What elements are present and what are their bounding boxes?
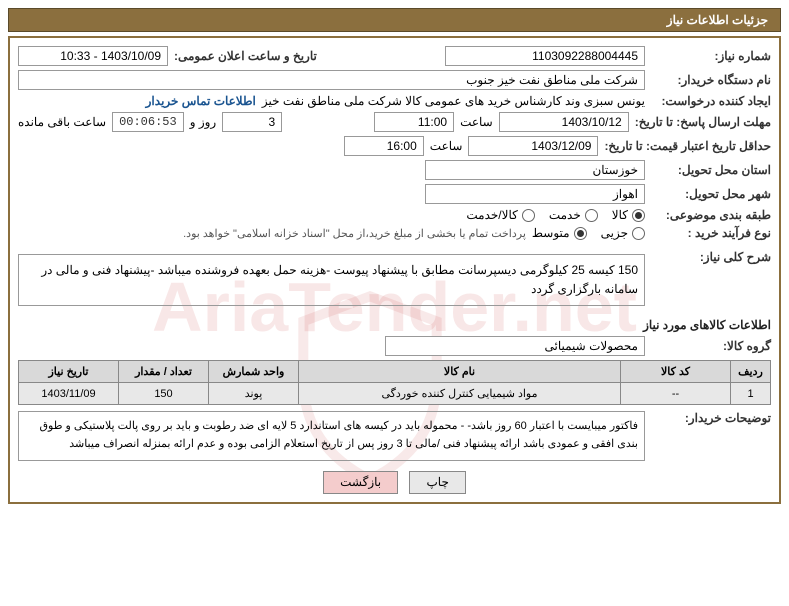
process-note: پرداخت تمام یا بخشی از مبلغ خرید،از محل … [183,227,526,240]
need-number-label: شماره نیاز: [651,49,771,63]
process-radio-minor[interactable] [632,227,645,240]
buyer-org-value: شرکت ملی مناطق نفت خیز جنوب [18,70,645,90]
goods-table: ردیف کد کالا نام کالا واحد شمارش تعداد /… [18,360,771,405]
validity-deadline-time: 16:00 [344,136,424,156]
buyer-notes-text: فاکتور میبایست با اعتبار 60 روز باشد- - … [18,411,645,460]
category-opt-2: کالا/خدمت [466,208,517,222]
requester-value: یونس سبزی وند کارشناس خرید های عمومی کال… [262,94,645,108]
process-type-radio-group: جزیی متوسط [532,226,645,240]
announce-dt-label: تاریخ و ساعت اعلان عمومی: [174,49,317,63]
category-radio-group: کالا خدمت کالا/خدمت [466,208,645,222]
goods-group-label: گروه کالا: [651,339,771,353]
response-days: 3 [222,112,282,132]
td-qty: 150 [119,383,209,405]
buyer-org-label: نام دستگاه خریدار: [651,73,771,87]
category-radio-goods[interactable] [632,209,645,222]
validity-time-label: ساعت [430,139,463,153]
validity-deadline-label: حداقل تاریخ اعتبار قیمت: تا تاریخ: [604,139,771,153]
table-row: 1 -- مواد شیمیایی کنترل کننده خوردگی پون… [19,383,771,405]
category-opt-0: کالا [612,208,628,222]
th-date: تاریخ نیاز [19,361,119,383]
process-opt-1: متوسط [532,226,570,240]
delivery-city-value: اهواز [425,184,645,204]
print-button[interactable]: چاپ [409,471,465,494]
td-code: -- [621,383,731,405]
overall-desc-label: شرح کلی نیاز: [651,250,771,264]
response-counter: 00:06:53 [112,112,184,132]
goods-group-value: محصولات شیمیائی [385,336,645,356]
th-name: نام کالا [299,361,621,383]
response-time-label: ساعت [460,115,493,129]
category-radio-both[interactable] [522,209,535,222]
response-deadline-label: مهلت ارسال پاسخ: تا تاریخ: [635,115,771,129]
goods-section-title: اطلاعات کالاهای مورد نیاز [18,318,771,332]
page-header: جزئیات اطلاعات نیاز [8,8,781,32]
button-row: چاپ بازگشت [18,471,771,494]
table-header-row: ردیف کد کالا نام کالا واحد شمارش تعداد /… [19,361,771,383]
buyer-notes-label: توضیحات خریدار: [651,411,771,425]
th-unit: واحد شمارش [209,361,299,383]
requester-label: ایجاد کننده درخواست: [651,94,771,108]
form-frame: شماره نیاز: 1103092288004445 تاریخ و ساع… [8,36,781,504]
response-remaining-label: ساعت باقی مانده [18,115,106,129]
buyer-contact-link[interactable]: اطلاعات تماس خریدار [146,94,256,108]
back-button[interactable]: بازگشت [323,471,398,494]
response-deadline-time: 11:00 [374,112,454,132]
response-deadline-date: 1403/10/12 [499,112,629,132]
process-opt-0: جزیی [601,226,628,240]
th-code: کد کالا [621,361,731,383]
td-name: مواد شیمیایی کنترل کننده خوردگی [299,383,621,405]
td-row: 1 [731,383,771,405]
delivery-city-label: شهر محل تحویل: [651,187,771,201]
process-type-label: نوع فرآیند خرید : [651,226,771,240]
process-radio-medium[interactable] [574,227,587,240]
category-opt-1: خدمت [549,208,581,222]
overall-desc-text: 150 کیسه 25 کیلوگرمی دیسپرسانت مطابق با … [18,254,645,306]
td-unit: پوند [209,383,299,405]
delivery-province-value: خوزستان [425,160,645,180]
announce-dt-value: 1403/10/09 - 10:33 [18,46,168,66]
response-days-label: روز و [190,115,217,129]
th-row: ردیف [731,361,771,383]
category-label: طبقه بندی موضوعی: [651,208,771,222]
category-radio-service[interactable] [585,209,598,222]
validity-deadline-date: 1403/12/09 [468,136,598,156]
need-number-value: 1103092288004445 [445,46,645,66]
delivery-province-label: استان محل تحویل: [651,163,771,177]
th-qty: تعداد / مقدار [119,361,209,383]
td-date: 1403/11/09 [19,383,119,405]
